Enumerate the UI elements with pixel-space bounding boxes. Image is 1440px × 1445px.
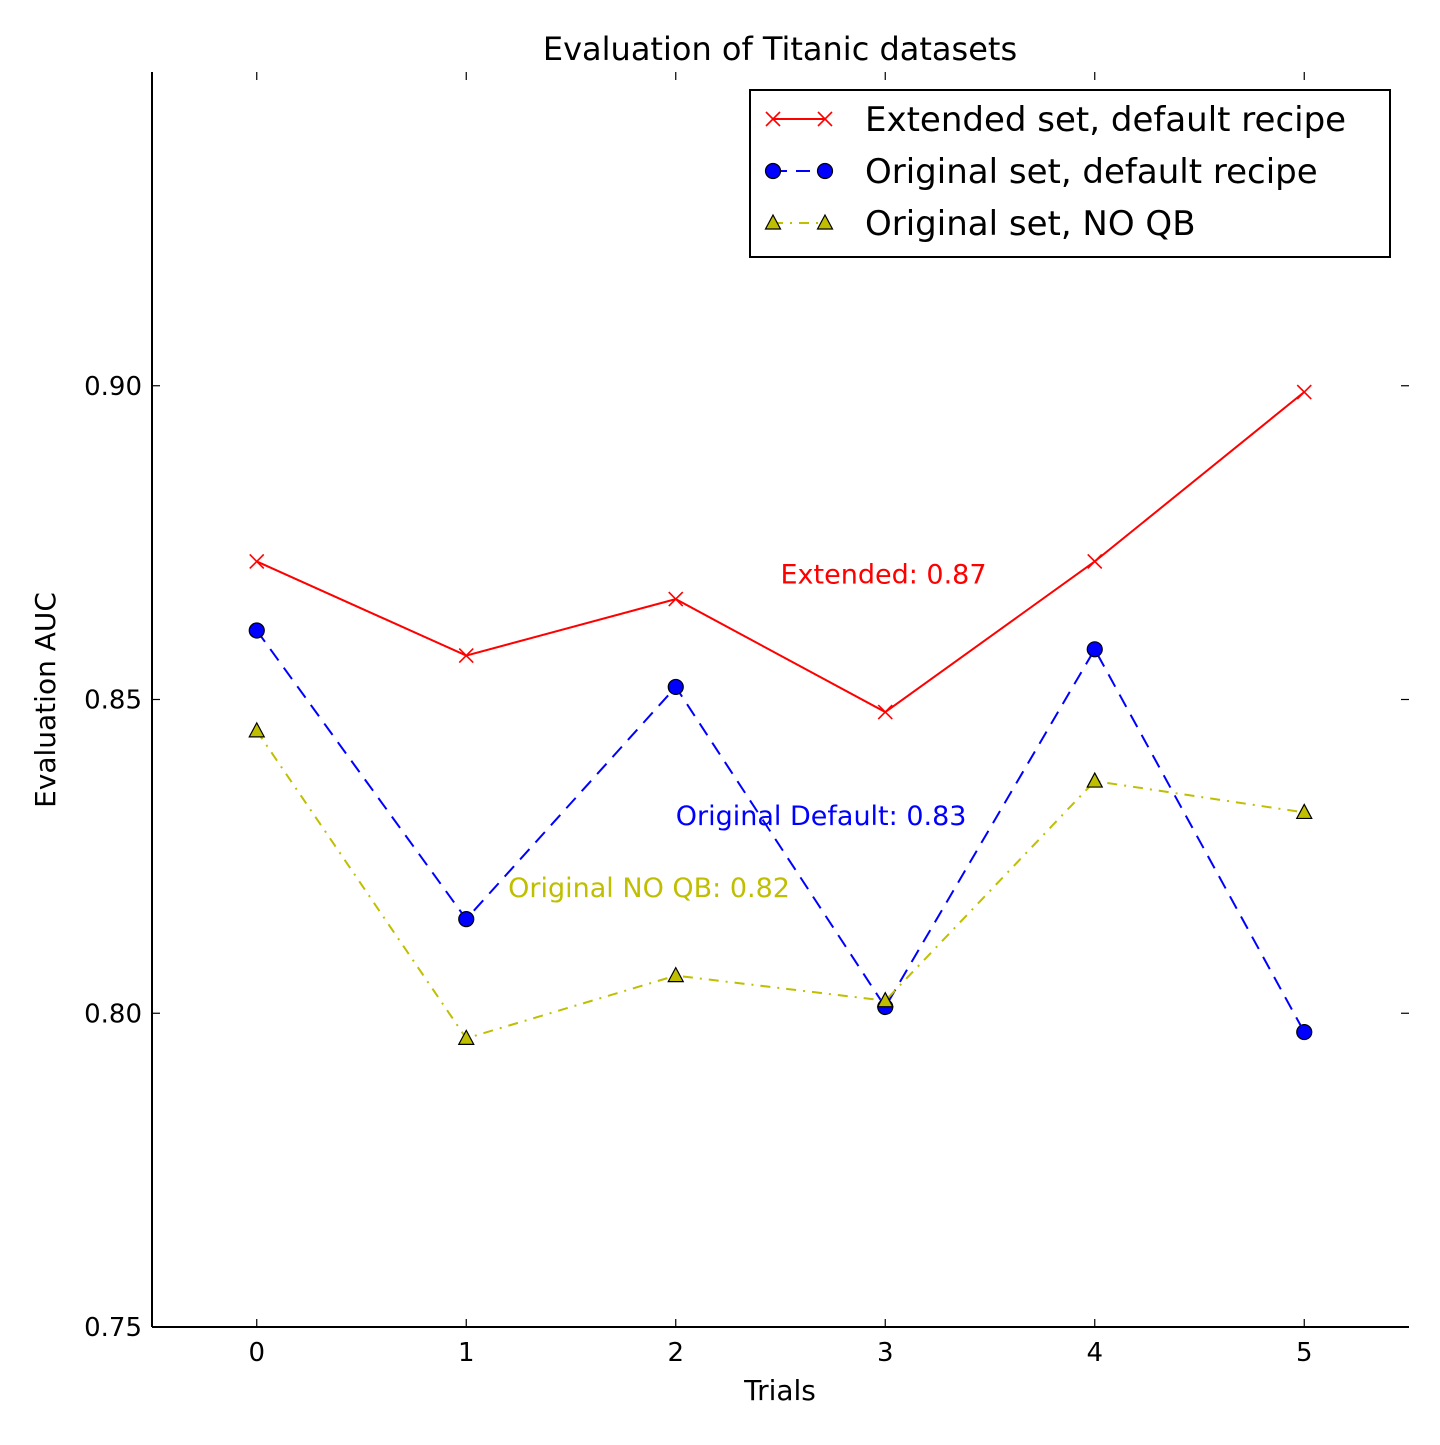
legend-marker-1: [816, 162, 834, 180]
data-point-series-2: [667, 966, 685, 983]
data-point-series-2: [1086, 771, 1104, 788]
marker-stroke: [668, 591, 684, 607]
y-tick-label: 0.90: [84, 372, 142, 402]
marker-stroke: [877, 704, 893, 720]
data-point-series-0: [1087, 553, 1103, 570]
data-point-series-0: [458, 648, 474, 664]
y-tick-label: 0.80: [84, 999, 142, 1029]
legend-label-0: Extended set, default recipe: [865, 100, 1346, 140]
x-tick-label: 0: [248, 1338, 265, 1368]
marker-stroke: [765, 111, 781, 127]
x-tick-label: 2: [667, 1338, 684, 1368]
x-tick-label: 4: [1086, 1338, 1103, 1368]
y-axis-label: Evaluation AUC: [29, 592, 62, 808]
marker-stroke: [1087, 553, 1103, 570]
data-point-series-0: [1296, 384, 1312, 400]
data-point-series-0: [668, 591, 684, 607]
data-point-series-1: [1086, 641, 1103, 658]
legend-marker-0: [817, 111, 833, 127]
data-point-series-1: [667, 678, 684, 696]
x-axis-label: Trials: [743, 1374, 816, 1407]
data-point-series-1: [248, 622, 265, 639]
legend-box: [749, 89, 1391, 258]
data-point-series-2: [457, 1029, 475, 1045]
annotation-label: Original Default: 0.83: [676, 801, 967, 832]
series-line-1: [255, 629, 1306, 1033]
legend-label-2: Original set, NO QB: [865, 204, 1196, 244]
x-tick-label: 3: [877, 1338, 894, 1368]
y-tick-label: 0.75: [84, 1313, 142, 1343]
data-point-series-2: [1295, 803, 1313, 820]
x-tick-label: 1: [458, 1338, 475, 1368]
legend-marker-2: [764, 213, 782, 230]
marker-stroke: [1296, 384, 1312, 400]
data-point-series-2: [248, 721, 266, 738]
marker-stroke: [249, 553, 265, 570]
data-point-series-0: [249, 553, 265, 570]
plot-layer: 0 1 2 3 4 5 0.75 0.80 0.85 0.90 Extended: 0.87 Orig…: [84, 72, 1409, 1368]
legend-label-1: Original set, default recipe: [865, 152, 1318, 192]
data-point-series-0: [877, 704, 893, 720]
data-point-series-1: [458, 911, 475, 928]
legend-marker-2: [816, 213, 834, 230]
chart-title: Evaluation of Titanic datasets: [543, 30, 1017, 68]
legend-marker-1: [764, 162, 782, 180]
legend: Extended set, default recipe Original set…: [749, 89, 1391, 258]
data-point-series-1: [1296, 1023, 1313, 1041]
legend-marker-0: [765, 111, 781, 127]
y-tick-label: 0.85: [84, 686, 142, 716]
marker-stroke: [458, 648, 474, 664]
data-point-series-2: [876, 991, 894, 1008]
annotation-label: Extended: 0.87: [781, 559, 987, 590]
marker-stroke: [817, 111, 833, 127]
series-line-0: [256, 391, 1305, 714]
annotation-label: Original NO QB: 0.82: [508, 873, 790, 904]
x-tick-label: 5: [1296, 1338, 1313, 1368]
